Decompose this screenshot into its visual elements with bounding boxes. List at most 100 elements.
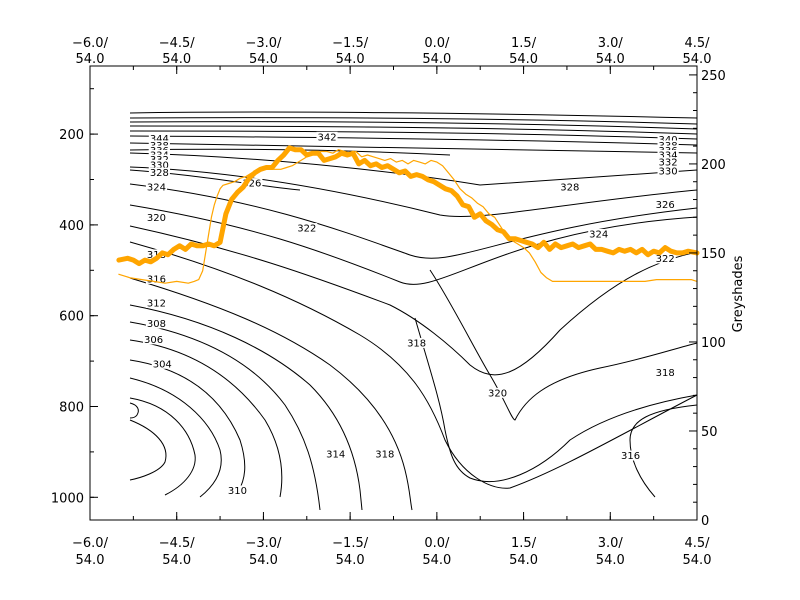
y-right-tick-label: 200 bbox=[701, 158, 726, 173]
contour-label: 314 bbox=[326, 450, 345, 461]
x-tick-label-bottom: −1.5/ bbox=[332, 536, 369, 551]
contour-line bbox=[129, 225, 698, 376]
contour-line bbox=[129, 117, 698, 125]
contour-label: 334 bbox=[659, 150, 678, 161]
x-tick-label-top-lat: 54.0 bbox=[76, 52, 105, 67]
contour-line bbox=[129, 183, 698, 259]
contour-label: 328 bbox=[560, 182, 579, 193]
contour-label-background bbox=[148, 167, 170, 178]
contour-labels: 3443423403383363343323303383363343323303… bbox=[143, 131, 679, 497]
series-layer bbox=[116, 145, 700, 284]
x-tick-label-top: 1.5/ bbox=[511, 36, 537, 51]
contour-label-background bbox=[148, 154, 170, 165]
x-tick-label-top-lat: 54.0 bbox=[596, 52, 625, 67]
contour-line bbox=[414, 317, 698, 483]
contour-label-background bbox=[145, 249, 168, 260]
contour-label: 330 bbox=[150, 160, 169, 171]
contour-label-background bbox=[145, 212, 168, 223]
contour-label: 330 bbox=[659, 166, 678, 177]
contour-label-background bbox=[145, 181, 168, 192]
series-line-thick bbox=[116, 145, 700, 267]
y-left-tick-label: 800 bbox=[59, 401, 84, 416]
contour-label-background bbox=[145, 297, 168, 308]
contour-line bbox=[129, 397, 196, 496]
contour-label-background bbox=[657, 149, 679, 160]
contour-label: 318 bbox=[375, 450, 394, 461]
contour-label: 328 bbox=[150, 168, 169, 179]
contour-label: 304 bbox=[153, 359, 172, 370]
x-tick-label-bottom: 1.5/ bbox=[511, 536, 537, 551]
x-tick-label-top: 0.0/ bbox=[424, 36, 450, 51]
y-right-tick-label: 150 bbox=[701, 247, 726, 262]
contour-label: 318 bbox=[407, 338, 426, 349]
contour-line bbox=[129, 142, 698, 154]
contour-label-background bbox=[143, 334, 165, 345]
contour-label: 320 bbox=[147, 213, 166, 224]
y-right-tick-label: 50 bbox=[701, 425, 718, 440]
series-line-thin bbox=[118, 149, 698, 284]
y-left-tick-label: 1000 bbox=[51, 491, 84, 506]
contour-line bbox=[629, 404, 698, 498]
x-tick-label-top: −6.0/ bbox=[72, 36, 109, 51]
contour-line bbox=[129, 304, 363, 511]
contour-label: 306 bbox=[144, 335, 163, 346]
x-tick-label-bottom: −3.0/ bbox=[245, 536, 282, 551]
x-tick-label-top-lat: 54.0 bbox=[683, 52, 712, 67]
x-tick-label-bottom-lat: 54.0 bbox=[249, 553, 278, 568]
contour-label-background bbox=[657, 134, 679, 145]
contour-line bbox=[129, 321, 321, 511]
contour-label-background bbox=[657, 165, 679, 176]
contour-line bbox=[129, 359, 246, 493]
contour-line bbox=[129, 130, 698, 140]
contour-label-background bbox=[619, 450, 642, 461]
contour-label: 332 bbox=[659, 158, 678, 169]
contour-label-background bbox=[296, 223, 318, 234]
contour-line bbox=[429, 269, 698, 421]
contour-line bbox=[129, 152, 698, 186]
x-tick-label-bottom-lat: 54.0 bbox=[76, 553, 105, 568]
x-tick-label-bottom: 3.0/ bbox=[598, 536, 624, 551]
contour-label: 322 bbox=[297, 224, 316, 235]
contour-label-background bbox=[654, 253, 676, 264]
x-tick-label-bottom-lat: 54.0 bbox=[509, 553, 538, 568]
contour-line bbox=[129, 135, 698, 146]
x-tick-label-bottom-lat: 54.0 bbox=[162, 553, 191, 568]
contour-line bbox=[129, 241, 698, 489]
y-right-tick-label: 100 bbox=[701, 336, 726, 351]
contour-label-background bbox=[148, 133, 170, 144]
contour-label: 326 bbox=[242, 179, 261, 190]
contour-label-background bbox=[316, 131, 338, 142]
contour-label-background bbox=[654, 367, 676, 378]
x-tick-label-top: −4.5/ bbox=[159, 36, 196, 51]
y-right-tick-label: 250 bbox=[701, 69, 726, 84]
y-left-tick-label: 600 bbox=[59, 310, 84, 325]
contour-line bbox=[129, 121, 698, 130]
contour-label-background bbox=[657, 157, 679, 168]
contour-line bbox=[129, 125, 698, 135]
x-tick-label-top-lat: 54.0 bbox=[249, 52, 278, 67]
x-tick-label-top: 4.5/ bbox=[684, 36, 710, 51]
y-left-tick-label: 400 bbox=[59, 219, 84, 234]
contour-label-background bbox=[588, 228, 610, 239]
x-tick-label-top-lat: 54.0 bbox=[162, 52, 191, 67]
y-left-tick-label: 200 bbox=[59, 128, 84, 143]
contour-label: 308 bbox=[147, 319, 166, 330]
contour-line bbox=[129, 111, 698, 119]
contour-label-background bbox=[148, 159, 170, 170]
x-tick-label-top: 3.0/ bbox=[598, 36, 624, 51]
contour-label: 312 bbox=[147, 298, 166, 309]
contour-lines bbox=[129, 111, 698, 511]
contour-label: 310 bbox=[228, 486, 247, 497]
x-tick-label-bottom: 0.0/ bbox=[424, 536, 450, 551]
contour-label-background bbox=[654, 199, 676, 210]
contour-label: 316 bbox=[147, 274, 166, 285]
contour-label-background bbox=[325, 449, 347, 460]
contour-label-background bbox=[406, 337, 428, 348]
x-tick-label-bottom-lat: 54.0 bbox=[683, 553, 712, 568]
contour-label: 344 bbox=[150, 134, 169, 145]
y-right-axis-title: Greyshades bbox=[731, 255, 746, 332]
contour-line bbox=[129, 277, 413, 511]
contour-label-background bbox=[145, 273, 168, 284]
x-tick-label-bottom: −6.0/ bbox=[72, 536, 109, 551]
x-tick-label-bottom-lat: 54.0 bbox=[336, 553, 365, 568]
